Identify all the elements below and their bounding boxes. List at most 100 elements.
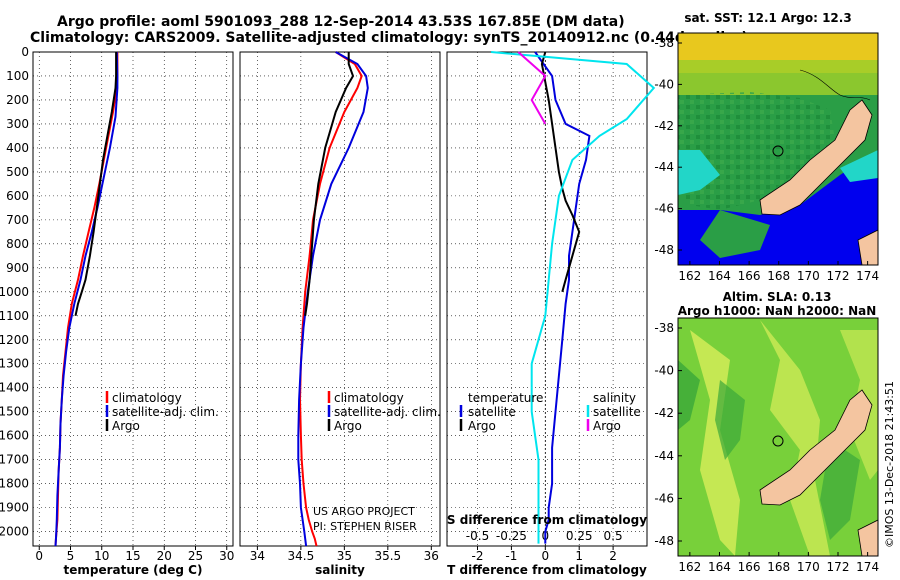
map-x-tick-label: 172 (827, 269, 850, 283)
map-x-tick-label: 168 (767, 560, 790, 574)
map-x-tick-label: 170 (797, 560, 820, 574)
series-line-argo (74, 52, 118, 317)
x-tick-label: 30 (219, 549, 234, 563)
map-x-tick-label: 166 (738, 269, 761, 283)
map-y-tick-label: -38 (654, 36, 674, 50)
y-tick-label: 2000 (0, 525, 29, 539)
legend-label-climatology: climatology (112, 391, 182, 405)
map-y-tick-label: -42 (654, 119, 674, 133)
x-tick-label: 20 (157, 549, 172, 563)
y-tick-label: 100 (6, 69, 29, 83)
y-tick-label: 400 (6, 141, 29, 155)
secondary-tick-label: -0.25 (496, 529, 527, 543)
secondary-tick-label: 0.25 (566, 529, 593, 543)
sst-map (678, 33, 878, 265)
difference-plot-frame (446, 51, 648, 547)
figure-title-line2: Climatology: CARS2009. Satellite-adjuste… (30, 30, 748, 46)
map-y-tick-label: -44 (654, 449, 674, 463)
difference-xlabel: T difference from climatology (447, 563, 647, 577)
y-tick-label: 1900 (0, 501, 29, 515)
legend-label-argo: Argo (334, 419, 362, 433)
x-tick-label: 10 (94, 549, 109, 563)
figure-title-line1: Argo profile: aoml 5901093_288 12-Sep-20… (57, 14, 625, 30)
y-tick-label: 0 (21, 45, 29, 59)
y-tick-label: 900 (6, 261, 29, 275)
south-island-land (759, 99, 873, 216)
map-x-tick-label: 174 (856, 560, 879, 574)
credit-project: US ARGO PROJECT (313, 505, 415, 518)
map-y-tick-label: -46 (654, 491, 674, 505)
x-tick-label: 2 (609, 549, 617, 563)
grid-layer (33, 52, 647, 546)
credit-pi: PI: STEPHEN RISER (313, 520, 417, 533)
map-x-tick-label: 168 (767, 269, 790, 283)
x-tick-label: 35 (337, 549, 352, 563)
map-x-tick-label: 164 (708, 269, 731, 283)
legend-label-argo: Argo (112, 419, 140, 433)
map-x-tick-label: 174 (856, 269, 879, 283)
secondary-tick-label: -0.5 (466, 529, 489, 543)
y-tick-label: 1100 (0, 309, 29, 323)
y-tick-label: 1400 (0, 381, 29, 395)
sla-map (678, 318, 878, 556)
map-y-tick-label: -40 (654, 364, 674, 378)
legend-label-s-satellite: satellite (593, 405, 641, 419)
legend-label-t-argo: Argo (468, 419, 496, 433)
difference-legend: temperature satellite Argo salinity sate… (459, 391, 641, 433)
x-tick-label: 36 (424, 549, 439, 563)
x-tick-label: 34.5 (288, 549, 315, 563)
legend-title-temperature: temperature (468, 391, 543, 405)
y-tick-label: 1500 (0, 405, 29, 419)
legend-label-satellite: satellite-adj. clim. (334, 405, 441, 419)
tick-labels: 0 5 10 15 20 25 30 34 34.5 35 35.5 36 -2 -1 0 1 20100200… (0, 45, 623, 563)
map-x-tick-label: 164 (708, 560, 731, 574)
y-tick-label: 600 (6, 189, 29, 203)
x-tick-label: 0 (541, 549, 549, 563)
series-line-salinity-satellite (491, 51, 656, 544)
legend-label-s-argo: Argo (593, 419, 621, 433)
secondary-tick-label: 0.5 (604, 529, 623, 543)
y-tick-label: 1700 (0, 453, 29, 467)
legend-title-salinity: salinity (593, 391, 636, 405)
x-tick-label: 0 (35, 549, 43, 563)
series-line-salinity-argo (517, 51, 547, 125)
sst-map-ticks: 162 164 166 168 170 172 174 -38 -40 -42 -44 -46 -48 (654, 36, 879, 283)
imos-stamp: ©IMOS 13-Dec-2018 21:43:51 (883, 381, 896, 548)
map-y-tick-label: -38 (654, 321, 674, 335)
y-tick-label: 700 (6, 213, 29, 227)
y-tick-label: 500 (6, 165, 29, 179)
x-tick-label: 25 (188, 549, 203, 563)
map-x-tick-label: 170 (797, 269, 820, 283)
south-island-land (759, 389, 873, 506)
sla-map-title-line1: Altim. SLA: 0.13 (723, 290, 832, 304)
sla-map-frame (677, 317, 879, 557)
legend-label-t-satellite: satellite (468, 405, 516, 419)
x-tick-label: 34 (250, 549, 265, 563)
series-line-satellite-adj-clim- (297, 51, 369, 547)
y-tick-label: 1300 (0, 357, 29, 371)
s-difference-label: S difference from climatology (447, 513, 647, 527)
legend-label-satellite: satellite-adj. clim. (112, 405, 219, 419)
sst-map-frame (677, 32, 879, 266)
series-line-climatology (54, 52, 119, 547)
argo-position-marker (772, 435, 784, 447)
series-line-satellite-adj-clim- (54, 51, 119, 547)
argo-position-marker (772, 145, 784, 157)
y-tick-label: 300 (6, 117, 29, 131)
map-y-tick-label: -40 (654, 77, 674, 91)
series-layer (54, 51, 656, 547)
map-x-tick-label: 172 (827, 560, 850, 574)
series-line-temperature-satellite (534, 51, 591, 544)
temperature-xlabel: temperature (deg C) (64, 563, 203, 577)
sla-map-title-line2: Argo h1000: NaN h2000: NaN (678, 304, 877, 318)
y-tick-label: 1200 (0, 333, 29, 347)
x-tick-label: 1 (575, 549, 583, 563)
map-x-tick-label: 162 (678, 560, 701, 574)
map-y-tick-label: -46 (654, 202, 674, 216)
map-y-tick-label: -42 (654, 406, 674, 420)
y-tick-label: 200 (6, 93, 29, 107)
x-tick-label: -2 (472, 549, 484, 563)
temperature-plot-frame (32, 51, 234, 547)
salinity-legend: climatology satellite-adj. clim. Argo (327, 391, 441, 433)
